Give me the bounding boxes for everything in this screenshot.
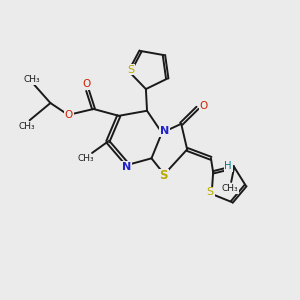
Text: CH₃: CH₃ [23, 75, 40, 84]
Text: CH₃: CH₃ [77, 154, 94, 164]
Text: O: O [200, 101, 208, 111]
Text: H: H [224, 161, 232, 171]
Text: S: S [207, 188, 214, 197]
Text: N: N [122, 162, 131, 172]
Text: S: S [127, 64, 134, 75]
Text: O: O [64, 110, 73, 120]
Text: O: O [82, 79, 90, 89]
Text: CH₃: CH₃ [19, 122, 36, 131]
Text: S: S [159, 169, 168, 182]
Text: N: N [160, 126, 169, 136]
Text: CH₃: CH₃ [221, 184, 238, 193]
